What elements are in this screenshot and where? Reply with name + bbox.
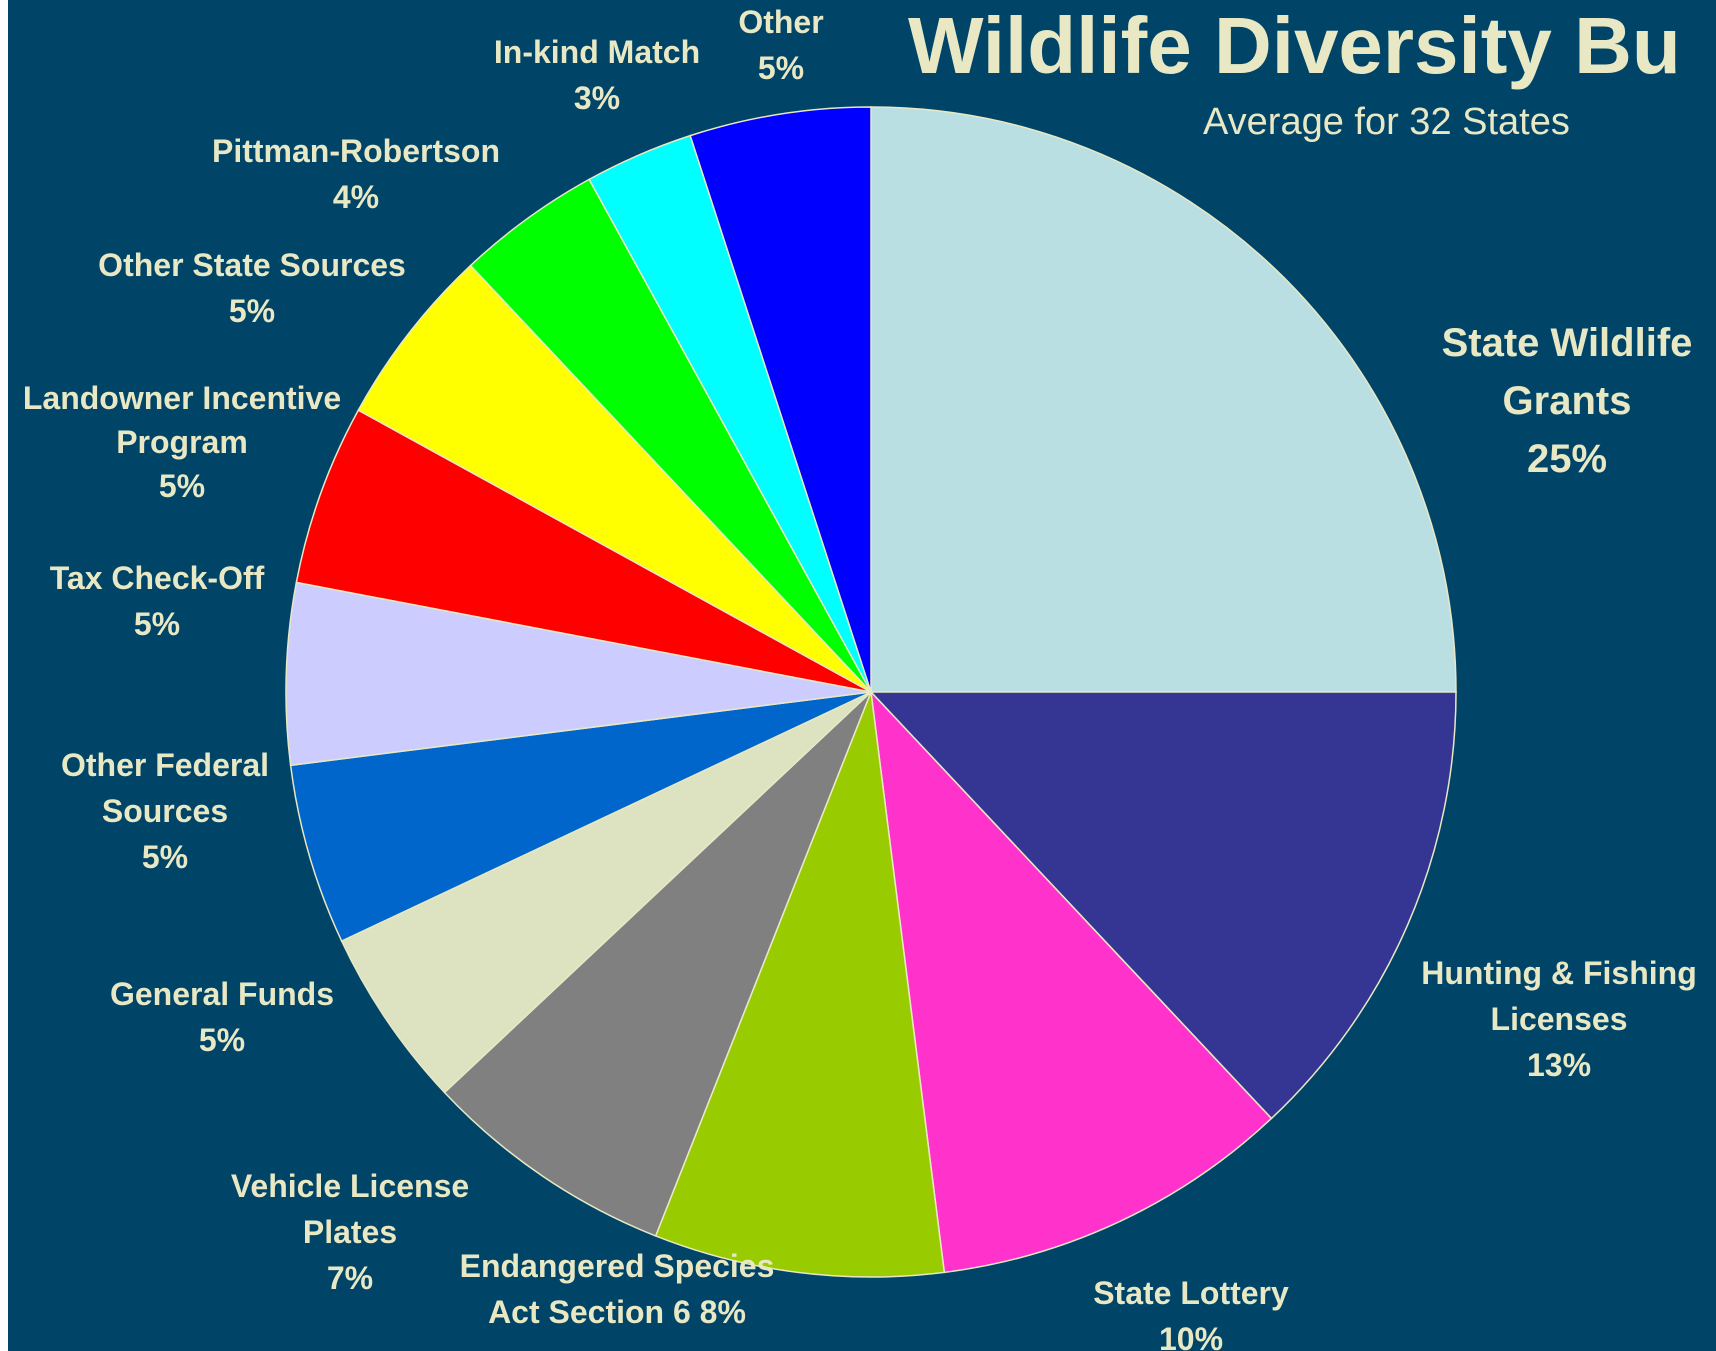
slice-label-line: Other [738, 4, 823, 40]
slice-label-13: Other 5% [738, 4, 823, 86]
slice-label-line: 3% [574, 80, 620, 116]
slice-label-line: Grants [1503, 379, 1632, 423]
slice-label-line: General Funds [110, 976, 334, 1012]
pie-slices [285, 106, 1457, 1278]
slice-label-line: Sources [102, 793, 228, 829]
slice-label-line: Other State Sources [98, 247, 406, 283]
slice-labels: State Wildlife Grants 25% Hunting & Fishing… [23, 4, 1697, 1351]
slice-label-line: Endangered Species [460, 1248, 775, 1284]
slice-label-line: Plates [303, 1214, 397, 1250]
slice-label-1: State Wildlife Grants 25% [1442, 321, 1693, 481]
slice-label-line: 25% [1527, 437, 1607, 481]
slice-label-5: Vehicle License Plates 7% [231, 1168, 469, 1296]
slice-label-line: 7% [327, 1260, 373, 1296]
slice-label-line: 13% [1527, 1047, 1591, 1083]
slice-label-line: 5% [142, 839, 188, 875]
pie-slice-1 [870, 106, 1457, 693]
pie-slice-4 [654, 691, 946, 1278]
slice-label-12: In-kind Match 3% [494, 34, 700, 116]
pie-slice-10 [357, 264, 872, 693]
pie-slice-3 [869, 689, 1273, 1274]
slice-label-line: 5% [159, 468, 205, 504]
chart-title: Wildlife Diversity Bu [908, 1, 1681, 90]
slice-label-line: Licenses [1491, 1001, 1628, 1037]
slice-label-line: 4% [333, 179, 379, 215]
pie-slice-6 [340, 691, 872, 1094]
slice-label-10: Other State Sources 5% [98, 247, 406, 329]
pie-slice-9 [295, 409, 872, 693]
slice-label-line: 5% [199, 1022, 245, 1058]
pie-slice-5 [443, 691, 872, 1237]
slice-label-line: 5% [758, 50, 804, 86]
slice-label-line: State Lottery [1093, 1275, 1289, 1311]
slice-label-line: Other Federal [61, 747, 269, 783]
slice-label-line: Vehicle License [231, 1168, 469, 1204]
slice-label-9: Landowner Incentive Program 5% [23, 380, 341, 504]
pie-slice-8 [285, 581, 872, 767]
slice-label-line: Landowner Incentive [23, 380, 341, 416]
slice-label-4: Endangered Species Act Section 6 8% [460, 1248, 775, 1330]
slice-label-line: In-kind Match [494, 34, 700, 70]
slice-label-3: State Lottery 10% [1093, 1275, 1289, 1351]
slice-label-6: General Funds 5% [110, 976, 334, 1058]
slice-label-7: Other Federal Sources 5% [61, 747, 269, 875]
chart-subtitle: Average for 32 States [1203, 101, 1570, 143]
slice-label-8: Tax Check-Off 5% [50, 560, 265, 642]
slice-label-line: 5% [134, 606, 180, 642]
slice-label-line: Program [116, 424, 248, 460]
slice-label-line: Hunting & Fishing [1421, 955, 1697, 991]
pie-slice-7 [289, 691, 872, 943]
slice-label-2: Hunting & Fishing Licenses 13% [1421, 955, 1697, 1083]
slice-label-line: 10% [1159, 1321, 1223, 1351]
slice-label-line: Tax Check-Off [50, 560, 265, 596]
slice-label-line: 5% [229, 293, 275, 329]
pie-slice-2 [869, 691, 1457, 1120]
slice-label-line: State Wildlife [1442, 321, 1693, 365]
pie-slice-13 [689, 106, 872, 693]
slice-label-line: Act Section 6 8% [488, 1294, 746, 1330]
slice-label-line: Pittman-Robertson [212, 133, 500, 169]
slice-label-11: Pittman-Robertson 4% [212, 133, 500, 215]
